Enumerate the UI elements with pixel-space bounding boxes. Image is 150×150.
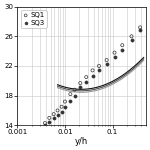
- SQ1: [113, 51, 116, 54]
- SQ3: [56, 114, 59, 116]
- SQ3: [44, 124, 46, 126]
- SQ1: [91, 69, 94, 72]
- SQ3: [48, 121, 51, 123]
- SQ3: [74, 94, 76, 97]
- SQ3: [139, 29, 141, 32]
- SQ1: [69, 93, 72, 95]
- SQ1: [48, 117, 51, 119]
- SQ1: [139, 26, 141, 29]
- SQ3: [79, 85, 81, 88]
- SQ3: [52, 117, 55, 119]
- SQ3: [69, 100, 72, 102]
- Legend: SQ1, SQ3: SQ1, SQ3: [21, 10, 47, 28]
- SQ3: [64, 106, 66, 108]
- SQ3: [60, 111, 63, 113]
- SQ3: [98, 69, 100, 71]
- SQ1: [74, 88, 76, 91]
- SQ1: [105, 59, 108, 61]
- SQ3: [105, 63, 108, 66]
- SQ1: [56, 109, 59, 112]
- SQ3: [91, 74, 94, 77]
- SQ3: [85, 80, 87, 83]
- SQ1: [44, 122, 46, 124]
- SQ3: [113, 56, 116, 58]
- SQ1: [64, 100, 66, 103]
- X-axis label: y/h: y/h: [75, 137, 88, 146]
- SQ1: [52, 113, 55, 115]
- SQ1: [79, 82, 81, 84]
- SQ1: [60, 106, 63, 108]
- SQ1: [130, 35, 133, 38]
- SQ1: [121, 44, 123, 46]
- SQ3: [121, 48, 123, 51]
- SQ1: [85, 76, 87, 78]
- SQ1: [98, 65, 100, 67]
- SQ3: [130, 39, 133, 41]
